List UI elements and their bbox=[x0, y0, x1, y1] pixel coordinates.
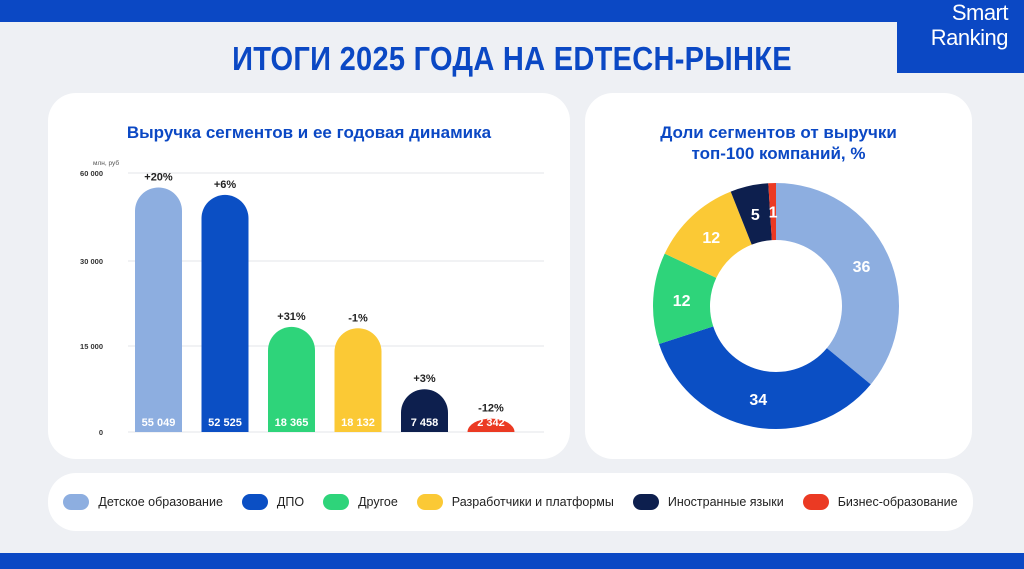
logo: Smart Ranking bbox=[897, 0, 1024, 73]
y-tick-label: 60 000 bbox=[80, 169, 103, 178]
bar-chart-card: Выручка сегментов и ее годовая динамика … bbox=[48, 93, 570, 459]
y-unit-label: млн, руб bbox=[93, 159, 119, 167]
bar-change-label: +31% bbox=[277, 311, 306, 323]
donut-slice-label: 1 bbox=[769, 205, 778, 222]
legend-label: Иностранные языки bbox=[667, 495, 784, 509]
page-title: ИТОГИ 2025 ГОДА НА EDTECH-РЫНКЕ bbox=[232, 40, 792, 77]
bar-разработчики-и-платформы bbox=[334, 328, 382, 432]
donut-chart-card: Доли сегментов от выручки топ-100 компан… bbox=[585, 93, 972, 459]
legend-swatch bbox=[802, 494, 829, 510]
donut-chart: 36 34 12 12 5 1 bbox=[653, 183, 899, 429]
legend-swatch bbox=[241, 494, 268, 510]
bar-chart-title: Выручка сегментов и ее годовая динамика bbox=[126, 123, 492, 142]
legend-swatch bbox=[416, 494, 443, 510]
legend-card: Детское образование ДПО Другое Разработчики… bbox=[48, 473, 973, 531]
bar-change-label: +20% bbox=[144, 172, 173, 184]
bar-дпо bbox=[201, 194, 249, 432]
legend-item-разработчики-и-платформы: Разработчики и платформы bbox=[416, 494, 614, 510]
bar-chart: млн, руб 0 15 000 30 000 60 000 55 049 +20% 52 … bbox=[80, 159, 544, 437]
legend-label: Другое bbox=[358, 495, 398, 509]
bar-value-label: 52 525 bbox=[208, 417, 242, 429]
legend: Детское образование ДПО Другое Разработчики… bbox=[48, 473, 973, 531]
bar-change-label: -12% bbox=[478, 403, 504, 415]
donut-slice-бизнес-образование bbox=[768, 183, 776, 241]
bar-иностранные-языки bbox=[401, 389, 448, 432]
legend-label: Детское образование bbox=[98, 495, 223, 509]
legend-label: ДПО bbox=[276, 495, 305, 509]
legend-label: Разработчики и платформы bbox=[451, 495, 614, 509]
bar-change-label: +6% bbox=[214, 179, 237, 191]
donut-slice-label: 12 bbox=[673, 293, 691, 310]
donut-slice-label: 5 bbox=[751, 207, 760, 224]
donut-title-line-1: Доли сегментов от выручки bbox=[660, 123, 897, 142]
donut-title-line-2: топ-100 компаний, % bbox=[691, 144, 866, 163]
legend-label: Бизнес-образование bbox=[837, 495, 958, 509]
legend-item-бизнес-образование: Бизнес-образование bbox=[802, 494, 958, 510]
bottom-bar bbox=[0, 553, 1024, 569]
legend-item-детское-образование: Детское образование bbox=[63, 494, 223, 510]
bar-value-label: 18 132 bbox=[341, 417, 375, 429]
donut-slice-label: 12 bbox=[702, 230, 720, 247]
donut-slice-детское-образование bbox=[776, 183, 899, 385]
bar-value-label: 7 458 bbox=[411, 417, 439, 429]
donut-slice-разработчики-и-платформы bbox=[664, 191, 752, 278]
donut-chart-title: Доли сегментов от выручки топ-100 компан… bbox=[585, 122, 972, 164]
legend-item-другое: Другое bbox=[323, 494, 398, 510]
y-tick-label: 15 000 bbox=[80, 342, 103, 351]
logo-line-1: Smart bbox=[951, 0, 1009, 25]
legend-item-иностранные-языки: Иностранные языки bbox=[632, 494, 784, 510]
legend-swatch bbox=[632, 494, 659, 510]
legend-item-дпо: ДПО bbox=[241, 494, 305, 510]
legend-swatch bbox=[63, 494, 90, 510]
legend-swatch bbox=[323, 494, 350, 510]
bar-value-label: 18 365 bbox=[275, 417, 309, 429]
donut-slice-label: 34 bbox=[749, 392, 767, 409]
top-bar bbox=[0, 0, 1024, 22]
bar-детское-образование bbox=[135, 187, 182, 432]
donut-slice-другое bbox=[653, 253, 717, 345]
y-tick-label: 30 000 bbox=[80, 257, 103, 266]
logo-line-2: Ranking bbox=[930, 25, 1009, 50]
donut-slice-label: 36 bbox=[853, 259, 871, 276]
y-tick-label: 0 bbox=[99, 428, 103, 437]
bar-value-label: 2 342 bbox=[477, 417, 505, 429]
donut-slice-иностранные-языки bbox=[730, 183, 772, 245]
bar-бизнес-образование bbox=[467, 418, 515, 432]
bar-другое bbox=[268, 326, 315, 432]
donut-slice-дпо bbox=[659, 326, 871, 429]
bar-change-label: -1% bbox=[348, 312, 368, 324]
bar-value-label: 55 049 bbox=[142, 417, 176, 429]
bar-change-label: +3% bbox=[413, 373, 436, 385]
